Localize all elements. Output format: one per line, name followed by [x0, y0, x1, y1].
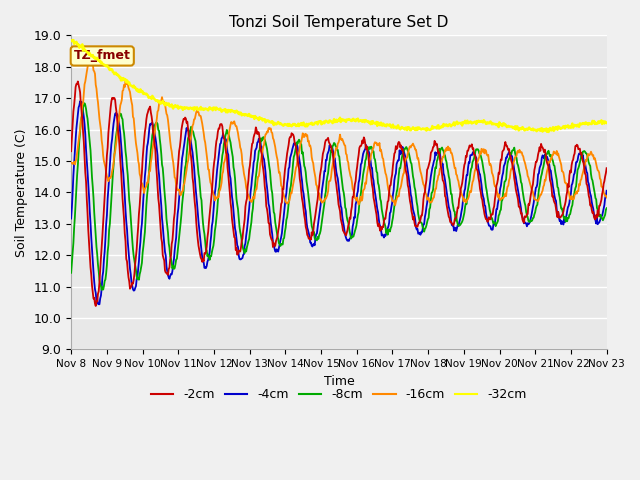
- X-axis label: Time: Time: [323, 374, 355, 388]
- Text: TZ_fmet: TZ_fmet: [74, 49, 131, 62]
- Y-axis label: Soil Temperature (C): Soil Temperature (C): [15, 128, 28, 257]
- Legend: -2cm, -4cm, -8cm, -16cm, -32cm: -2cm, -4cm, -8cm, -16cm, -32cm: [146, 383, 532, 406]
- Title: Tonzi Soil Temperature Set D: Tonzi Soil Temperature Set D: [229, 15, 449, 30]
